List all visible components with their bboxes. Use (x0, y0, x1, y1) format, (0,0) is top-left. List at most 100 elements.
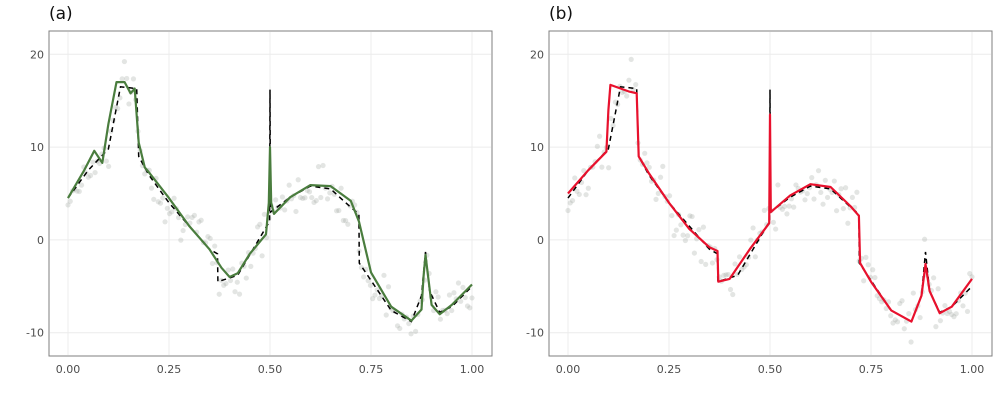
observation-point (655, 190, 661, 196)
observation-point (899, 298, 905, 304)
observation-point (106, 163, 112, 170)
observation-point (119, 76, 125, 82)
observation-point (861, 278, 867, 284)
observation-point (678, 222, 684, 228)
observation-point (124, 75, 130, 82)
observation-point (581, 168, 587, 174)
observation-point (824, 194, 831, 201)
observation-point (449, 307, 455, 314)
panel-a-y-tick-label: 20 (30, 48, 44, 61)
observation-point (585, 185, 591, 191)
observation-point (845, 220, 851, 226)
observation-point (863, 254, 869, 260)
observation-point (196, 219, 202, 225)
observation-point (155, 199, 161, 205)
observation-point (606, 165, 612, 171)
observation-point (786, 203, 792, 209)
panel-b-label: (b) (549, 4, 573, 24)
observation-point (700, 224, 707, 230)
observation-point (282, 207, 288, 213)
observation-point (969, 274, 975, 280)
observation-point (300, 195, 306, 202)
observation-point (76, 188, 82, 195)
observation-point (433, 289, 439, 295)
observation-point (703, 261, 709, 267)
observation-point (804, 191, 810, 197)
observation-point (596, 133, 603, 139)
observation-point (160, 195, 166, 201)
panel-b-y-tick-label: 0 (537, 234, 544, 247)
observation-point (960, 303, 966, 309)
panel-a-y-tick-label: 10 (30, 141, 44, 154)
panel-b-x-tick-label: 0.25 (657, 363, 682, 376)
observation-point (910, 290, 916, 296)
observation-point (340, 217, 346, 224)
observation-point (451, 290, 457, 296)
observation-point (67, 198, 73, 204)
observation-point (854, 189, 860, 195)
observation-point (169, 209, 175, 215)
observation-point (770, 219, 776, 225)
observation-point (872, 274, 878, 281)
observation-point (112, 104, 118, 111)
observation-point (370, 296, 376, 302)
observation-point (946, 308, 953, 314)
observation-point (775, 182, 781, 188)
observation-point (660, 163, 666, 169)
observation-point (185, 214, 191, 220)
observation-point (752, 254, 758, 260)
observation-point (782, 203, 788, 210)
observation-point (467, 305, 473, 311)
observation-point (833, 208, 840, 214)
observation-point (901, 326, 907, 332)
panel-a-x-tick-label: 0.00 (56, 363, 81, 376)
observation-point (236, 291, 243, 297)
observation-point (157, 200, 164, 206)
observation-point (831, 178, 837, 184)
panel-b-x-tick-label: 0.50 (758, 363, 783, 376)
observation-point (408, 331, 414, 337)
observation-point (619, 89, 625, 95)
observation-point (892, 317, 898, 323)
observation-point (933, 324, 939, 330)
observation-point (657, 174, 664, 180)
observation-point (964, 308, 971, 315)
observation-point (164, 205, 170, 211)
observation-point (223, 280, 229, 287)
observation-point (666, 193, 673, 199)
observation-point (460, 284, 466, 291)
observation-point (815, 168, 822, 174)
observation-point (967, 271, 973, 277)
observation-point (297, 194, 304, 201)
observation-point (295, 177, 301, 183)
observation-point (205, 233, 211, 240)
observation-point (85, 174, 91, 180)
observation-point (87, 172, 94, 179)
observation-point (671, 232, 677, 239)
observation-point (793, 182, 799, 188)
observation-point (327, 190, 333, 196)
observation-point (469, 295, 475, 301)
observation-point (565, 207, 571, 214)
panel-a-observations (65, 58, 475, 337)
observation-point (883, 305, 889, 312)
panel-a-estimate-line (67, 81, 473, 322)
observation-point (874, 293, 880, 299)
observation-point (446, 292, 453, 298)
panel-a-grid (50, 32, 491, 355)
observation-point (673, 227, 679, 233)
observation-point (572, 175, 578, 181)
observation-point (148, 185, 155, 191)
observation-point (820, 201, 826, 207)
observation-point (865, 262, 871, 268)
observation-point (669, 212, 675, 219)
observation-point (178, 237, 184, 243)
observation-point (576, 191, 582, 198)
panel-b-x-tick-label: 1.00 (960, 363, 985, 376)
observation-point (306, 189, 313, 195)
observation-point (761, 207, 767, 213)
observation-point (646, 164, 652, 170)
observation-point (709, 260, 716, 266)
observation-point (376, 295, 383, 302)
observation-point (189, 214, 195, 221)
